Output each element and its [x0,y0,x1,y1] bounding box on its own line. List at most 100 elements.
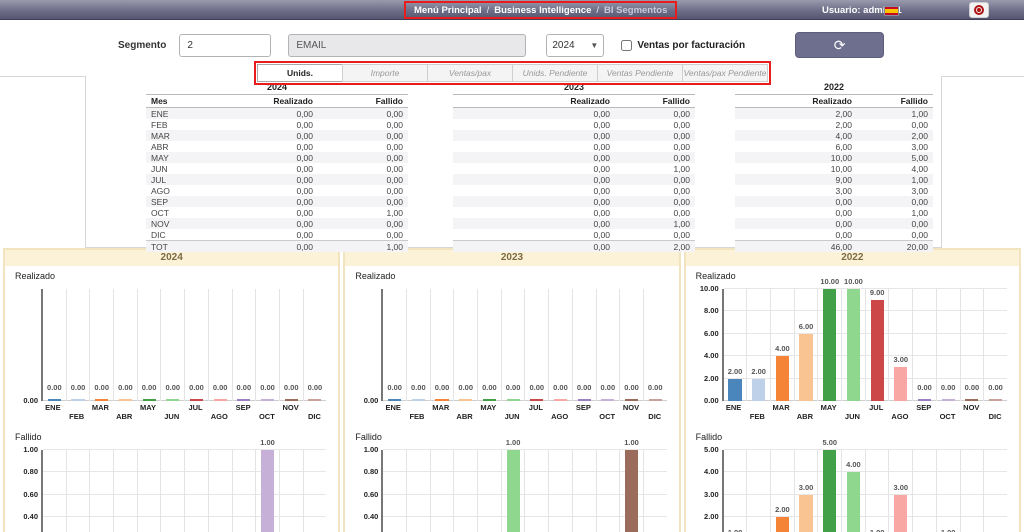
bar-MAY [482,399,496,401]
bar-cell: 0.00 [43,289,66,401]
bar-FEB [752,378,766,401]
bar-value-label: 0.00 [387,383,402,392]
breadcrumb-business-intelligence[interactable]: Business Intelligence [494,4,592,16]
bar-cell: 0.00 [912,289,936,401]
logout-button[interactable] [969,2,989,18]
month-cell: MAY [151,152,169,163]
bar-value-label: 0.00 [505,383,521,392]
chevron-down-icon: ▼ [590,40,599,50]
month-cell: SEP [151,196,169,207]
x-label-ABR: ABR [456,412,473,421]
bar-cell: 0.00 [136,289,161,401]
table-row: 0,00 2,00 [453,240,695,252]
y-tick-label: 4.00 [704,351,719,361]
spain-flag-icon[interactable] [884,6,899,16]
bar-value-label: 0.00 [212,383,228,392]
billing-checkbox[interactable] [621,39,633,51]
top-header-bar: Menú Principal / Business Intelligence /… [0,0,1024,20]
bar-cell: 0.00 [642,289,667,401]
fallido-cell: 0,00 [386,163,403,174]
gridline [723,288,1007,289]
bar-value-label: 0.00 [283,383,299,392]
tab-unids[interactable]: Unids. [257,64,343,82]
realizado-cell: 3,00 [835,185,852,196]
table-row: 0,00 0,00 [453,174,695,185]
bar-value-label: 0.00 [236,383,252,392]
bar-cell: 1.00 [500,438,525,532]
bar-cell: 1.00 [724,450,747,532]
bar-cell: 0.00 [548,289,572,401]
table-row: 0,00 1,00 [453,218,695,229]
series-label: Realizado [15,271,56,281]
bar-value-label: 4.00 [775,344,790,354]
refresh-button[interactable]: ⟳ [795,32,885,58]
x-label-MAR: MAR [91,403,109,412]
bar-value-label: 10.00 [820,277,840,286]
realizado-cell: 0,00 [593,108,610,119]
realizado-cell: 0,00 [593,229,610,240]
year-select[interactable]: 2024 ▼ [546,33,605,57]
table-row: ENE 0,00 0,00 [146,107,408,119]
bar-value-label: 0.00 [964,383,980,392]
bar-OCT [601,399,615,401]
bar-NOV [284,399,298,401]
bar-cell: 0.00 [983,289,1007,401]
segmento-input[interactable] [179,33,272,57]
x-label-JUL: JUL [188,403,203,412]
table-row: SEP 0,00 0,00 [146,196,408,207]
realizado-cell: 9,00 [835,174,852,185]
bar-value-label: 0.00 [553,383,568,392]
bars-area: 0.00 0.00 0.00 0.00 0.00 0.00 0.00 0.00 0.00 0.00… [43,289,326,401]
y-tick-label: 4.00 [704,467,719,477]
bar-cell: 0.00 [746,450,770,532]
fallido-cell: 0,00 [386,185,403,196]
fallido-cell: 1,00 [911,207,928,218]
bars-area: 0.000.000.000.000.001.000.000.000.000.00… [383,438,666,532]
bar-value-label: 0.00 [988,383,1003,392]
realizado-cell: 6,00 [835,141,852,152]
bar-cell: 0.00 [160,450,184,532]
bar-cell: 4.00 [770,289,794,401]
segment-name-input[interactable] [288,33,527,57]
bar-value-label: 0.00 [624,383,639,392]
table-row: 10,00 5,00 [735,152,933,163]
bar-cell: 0.00 [524,450,548,532]
fallido-cell: 0,00 [673,119,690,130]
y-tick-label: 0.40 [23,512,38,522]
fallido-cell: 0,00 [673,174,690,185]
bar-JUN [506,450,520,532]
tab-ventas-pendiente[interactable]: Ventas Pendiente [597,64,683,82]
bar-value-label: 2.00 [751,366,766,376]
tab-ventas-pax[interactable]: Ventas/pax [427,64,513,82]
tab-unids-pendiente[interactable]: Unids. Pendiente [512,64,598,82]
table-row: JUN 0,00 0,00 [146,163,408,174]
bar-cell: 1.00 [619,438,643,532]
realizado-cell: 0,00 [593,174,610,185]
y-tick-label: 5.00 [704,445,719,454]
y-tick-label: 6.00 [704,328,719,338]
chart-2022-fallido: Fallido5.004.003.002.001.000.001.000.002… [686,427,1019,532]
bar-cell: 0.00 [453,289,477,401]
tab-importe[interactable]: Importe [342,64,428,82]
bar-MAY [823,450,837,532]
bar-JUN [506,399,520,401]
realizado-cell: 0,00 [296,185,313,196]
bar-value-label: 1.00 [505,438,521,447]
realizado-cell: 0,00 [593,141,610,152]
table-row: 4,00 2,00 [735,130,933,141]
bar-value-label: 1.00 [624,438,639,447]
plot-area: 10.00 8.00 6.00 4.00 2.00 0.00 2.00 2.00 4.00 6.0… [700,277,1007,405]
table-row: NOV 0,00 0,00 [146,218,408,229]
bar-value-label: 0.00 [576,383,592,392]
breadcrumb-menu-principal[interactable]: Menú Principal [414,4,482,16]
fallido-cell: 2,00 [911,130,928,141]
bar-MAR [435,399,449,401]
bar-value-label: 3.00 [893,482,909,492]
tab-ventas-pax-pendiente[interactable]: Ventas/pax Pendiente [682,64,768,82]
x-label-ABR: ABR [116,412,133,421]
month-cell: OCT [151,207,169,218]
fallido-cell: 0,00 [673,152,690,163]
x-label-JUN: JUN [844,412,860,421]
table-row: 0,00 0,00 [453,152,695,163]
bar-MAR [95,399,109,401]
